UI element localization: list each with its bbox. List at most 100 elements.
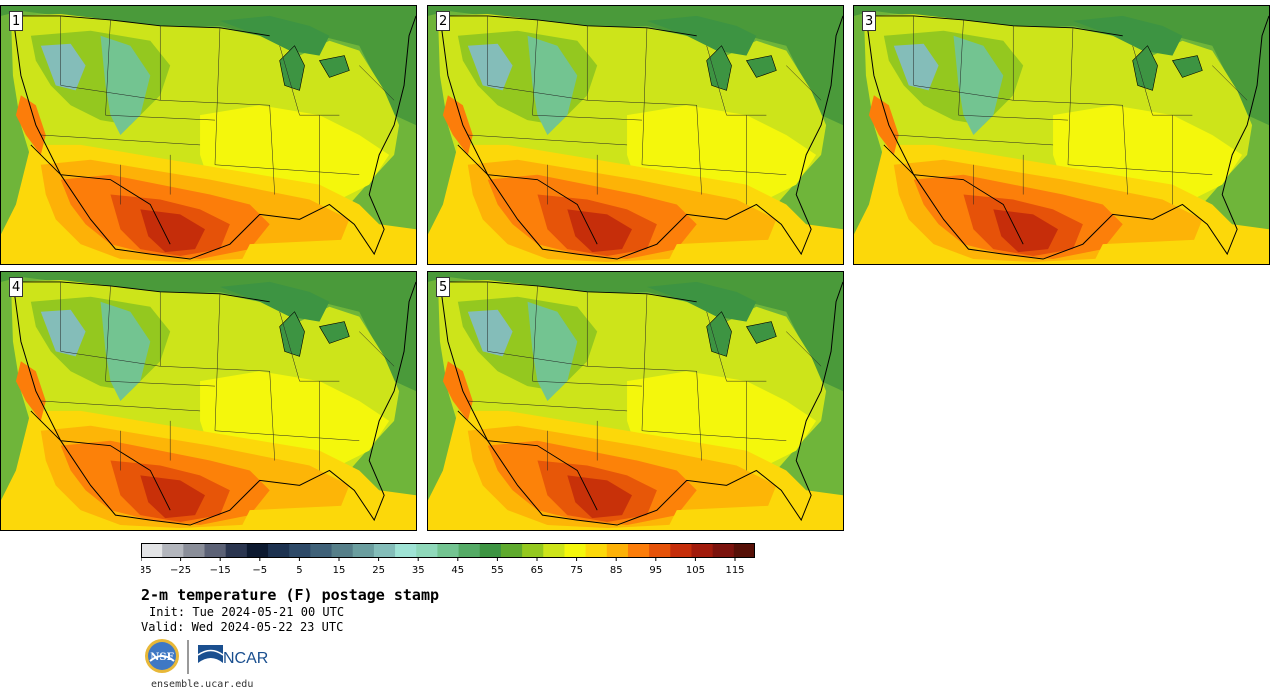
state-border — [587, 100, 697, 106]
colorbar-swatch — [585, 543, 608, 558]
colorbar-tick-label: 25 — [372, 565, 385, 576]
lake — [1132, 45, 1158, 91]
colorbar-tick-label: −35 — [141, 565, 152, 576]
state-border — [706, 311, 767, 382]
colorbar-tick-label: −5 — [252, 565, 267, 576]
state-border — [214, 293, 221, 431]
colorbar-swatch — [479, 543, 502, 558]
colorbar-swatch — [458, 543, 481, 558]
colorbar-tick-label: 55 — [491, 565, 504, 576]
state-border — [1212, 65, 1248, 101]
state-border — [532, 114, 642, 121]
temperature-zone — [15, 95, 46, 155]
state-border — [487, 85, 588, 101]
temperature-zone — [140, 475, 206, 519]
temperature-map-5 — [428, 272, 843, 530]
colorbar-swatch — [310, 543, 333, 558]
state-border — [467, 134, 628, 146]
temperature-zone — [953, 35, 1004, 136]
map-panel-2: 2 — [427, 5, 844, 265]
temperature-zone — [666, 502, 843, 530]
temperature-map-4 — [1, 272, 416, 530]
colorbar-swatch — [162, 543, 184, 558]
temperature-zone — [100, 35, 151, 136]
state-border — [696, 105, 702, 195]
valid-time: Valid: Wed 2024-05-22 23 UTC — [141, 620, 344, 634]
lake — [1171, 55, 1203, 78]
national-border — [437, 15, 697, 245]
state-border — [214, 430, 360, 441]
colorbar-tick-label: 45 — [451, 565, 464, 576]
state-border — [269, 371, 275, 461]
colorbar-ticks: −35 −25 −15 −5 5 15 25 35 45 55 65 75 85 95 105 115 — [141, 558, 745, 576]
colorbar-swatch — [416, 543, 439, 558]
state-border — [893, 134, 1054, 146]
national-border — [437, 281, 697, 511]
state-border — [786, 65, 822, 101]
state-border — [40, 134, 201, 146]
state-border — [160, 100, 270, 106]
temperature-zone — [527, 301, 578, 401]
temperature-zone — [239, 502, 416, 530]
temperature-zone — [100, 301, 151, 401]
colorbar-tick-label: 75 — [570, 565, 583, 576]
website-url: ensemble.ucar.edu — [151, 679, 254, 690]
colorbar-swatch — [691, 543, 714, 558]
temperature-zone — [140, 209, 206, 253]
lake — [745, 55, 777, 78]
colorbar-swatch — [183, 543, 206, 558]
temperature-zone — [219, 281, 330, 322]
lake — [706, 311, 732, 357]
nsf-logo-text: NSF — [150, 652, 173, 663]
state-border — [105, 285, 111, 382]
colorbar-tick-label: −25 — [170, 565, 191, 576]
colorbar-swatch — [564, 543, 587, 558]
state-border — [641, 430, 787, 441]
colorbar-tick-label: 85 — [610, 565, 623, 576]
colorbar-swatch — [289, 543, 311, 558]
state-border — [532, 380, 642, 387]
national-border — [10, 281, 270, 511]
coastline — [439, 281, 843, 526]
panel-number-1: 1 — [9, 11, 24, 31]
state-border — [1132, 45, 1193, 116]
temperature-zone — [40, 309, 86, 357]
colorbar-swatch — [500, 543, 523, 558]
temperature-zone — [40, 43, 86, 91]
temperature-zone — [467, 309, 513, 357]
state-border — [279, 45, 340, 116]
temperature-zone — [442, 361, 473, 421]
state-border — [1013, 100, 1123, 106]
temperature-zone — [868, 95, 899, 155]
init-time: Init: Tue 2024-05-21 00 UTC — [149, 605, 345, 619]
state-border — [105, 19, 111, 116]
ncar-logo-icon: NCAR — [197, 645, 268, 667]
temperature-zone — [893, 43, 939, 91]
colorbar-swatch — [373, 543, 396, 558]
colorbar-swatch — [712, 543, 735, 558]
temperature-zone — [567, 475, 633, 519]
temperature-zone — [1092, 236, 1269, 264]
state-border — [1067, 27, 1074, 165]
state-border — [487, 351, 588, 367]
map-panel-3: 3 — [853, 5, 1270, 265]
temperature-zone — [567, 209, 633, 253]
colorbar-tick-label: 5 — [296, 565, 302, 576]
state-border — [532, 19, 538, 116]
coastline — [865, 15, 1269, 260]
panel-number-3: 3 — [862, 11, 877, 31]
lake — [318, 321, 350, 344]
state-border — [60, 351, 161, 367]
colorbar-swatch — [225, 543, 248, 558]
colorbar-tick-label: 105 — [686, 565, 705, 576]
state-border — [359, 331, 395, 367]
state-border — [60, 85, 161, 101]
colorbar-swatch — [331, 543, 354, 558]
temperature-map-2 — [428, 6, 843, 264]
panel-number-2: 2 — [436, 11, 451, 31]
state-border — [641, 164, 787, 175]
coastline — [12, 15, 416, 260]
colorbar-tick-label: 65 — [531, 565, 544, 576]
state-border — [786, 331, 822, 367]
state-border — [1122, 105, 1128, 195]
